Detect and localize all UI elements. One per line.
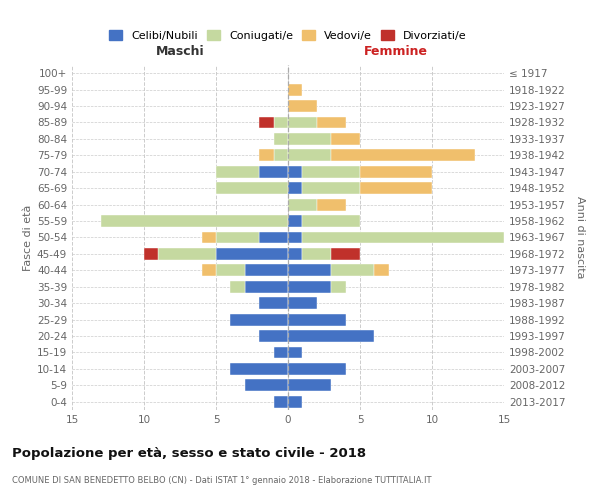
Bar xyxy=(288,182,302,194)
Bar xyxy=(317,116,346,128)
Legend: Celibi/Nubili, Coniugati/e, Vedovi/e, Divorziati/e: Celibi/Nubili, Coniugati/e, Vedovi/e, Di… xyxy=(105,26,471,46)
Bar xyxy=(274,396,288,407)
Bar xyxy=(216,248,288,260)
Bar xyxy=(360,182,432,194)
Bar xyxy=(288,215,302,227)
Bar xyxy=(288,198,317,210)
Bar xyxy=(331,133,360,145)
Bar xyxy=(288,396,302,407)
Bar xyxy=(259,298,288,309)
Bar xyxy=(216,182,288,194)
Bar xyxy=(302,182,360,194)
Text: Femmine: Femmine xyxy=(364,46,428,59)
Bar xyxy=(288,133,331,145)
Bar xyxy=(245,264,288,276)
Y-axis label: Anni di nascita: Anni di nascita xyxy=(575,196,585,279)
Bar xyxy=(202,232,216,243)
Bar xyxy=(274,150,288,162)
Bar xyxy=(317,198,346,210)
Bar xyxy=(288,150,331,162)
Bar xyxy=(202,264,216,276)
Bar xyxy=(288,330,374,342)
Bar xyxy=(144,248,158,260)
Bar xyxy=(288,380,331,392)
Bar xyxy=(360,166,432,177)
Bar xyxy=(259,232,288,243)
Bar xyxy=(288,363,346,375)
Bar xyxy=(302,248,331,260)
Bar xyxy=(101,215,288,227)
Text: COMUNE DI SAN BENEDETTO BELBO (CN) - Dati ISTAT 1° gennaio 2018 - Elaborazione T: COMUNE DI SAN BENEDETTO BELBO (CN) - Dat… xyxy=(12,476,431,485)
Bar xyxy=(288,84,302,96)
Bar xyxy=(274,133,288,145)
Y-axis label: Fasce di età: Fasce di età xyxy=(23,204,33,270)
Bar xyxy=(302,215,360,227)
Bar xyxy=(288,166,302,177)
Bar xyxy=(288,232,302,243)
Bar xyxy=(274,346,288,358)
Bar xyxy=(230,281,245,292)
Bar xyxy=(302,232,504,243)
Bar xyxy=(230,363,288,375)
Bar xyxy=(259,166,288,177)
Bar xyxy=(374,264,389,276)
Bar xyxy=(331,264,374,276)
Bar xyxy=(288,100,317,112)
Bar xyxy=(230,314,288,326)
Bar xyxy=(331,248,360,260)
Bar xyxy=(288,281,331,292)
Bar xyxy=(245,281,288,292)
Bar xyxy=(288,298,317,309)
Bar xyxy=(274,116,288,128)
Bar xyxy=(245,380,288,392)
Text: Popolazione per età, sesso e stato civile - 2018: Popolazione per età, sesso e stato civil… xyxy=(12,448,366,460)
Bar xyxy=(288,314,346,326)
Bar xyxy=(216,264,245,276)
Bar xyxy=(158,248,216,260)
Bar xyxy=(288,116,317,128)
Bar xyxy=(331,281,346,292)
Bar xyxy=(259,150,274,162)
Bar xyxy=(216,232,259,243)
Bar xyxy=(259,330,288,342)
Text: Maschi: Maschi xyxy=(155,46,205,59)
Bar xyxy=(288,264,331,276)
Bar xyxy=(259,116,274,128)
Bar xyxy=(331,150,475,162)
Bar xyxy=(288,346,302,358)
Bar xyxy=(302,166,360,177)
Bar xyxy=(216,166,259,177)
Bar xyxy=(288,248,302,260)
